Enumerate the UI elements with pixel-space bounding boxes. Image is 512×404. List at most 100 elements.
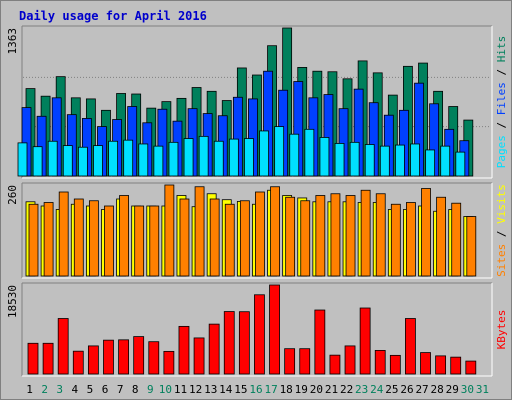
bar-kbytes-10 xyxy=(163,350,175,375)
bar-sites-21 xyxy=(330,193,341,277)
bar-pages-3 xyxy=(47,140,58,177)
bar-kbytes-24 xyxy=(374,350,386,375)
x-tick-label-28: 28 xyxy=(431,383,444,396)
bar-pages-6 xyxy=(93,145,103,177)
bar-kbytes-28 xyxy=(435,355,447,375)
x-axis-labels: 1 2 3 4 5 6 7 8 9 10 11 12 13 14 15 16 17 18 19 20 21 22 23 24 2… xyxy=(26,383,489,396)
bar-pages-18 xyxy=(274,126,285,177)
bar-pages-26 xyxy=(395,144,405,177)
bar-sites-4 xyxy=(73,198,84,277)
legend-part: Visits xyxy=(495,184,508,224)
bar-kbytes-7 xyxy=(118,339,129,375)
legend-part: Hits xyxy=(495,36,508,63)
x-tick-label-11: 11 xyxy=(174,383,187,396)
bar-kbytes-13 xyxy=(208,323,220,375)
bar-kbytes-1 xyxy=(27,342,39,375)
bar-kbytes-26 xyxy=(405,318,416,375)
x-tick-label-8: 8 xyxy=(132,383,139,396)
panel-visits-sites: 260 Sites / Visits xyxy=(6,182,508,279)
bar-kbytes-21 xyxy=(329,354,341,375)
bar-pages-11 xyxy=(168,141,179,177)
bar-pages-16 xyxy=(244,138,254,177)
bar-kbytes-9 xyxy=(148,341,160,375)
bar-pages-24 xyxy=(364,144,375,177)
x-tick-label-19: 19 xyxy=(295,383,308,396)
bar-sites-12 xyxy=(194,186,205,277)
bar-pages-13 xyxy=(198,135,209,177)
legend-part: Sites xyxy=(495,244,508,277)
chart-panels: 1363 Pages / Files / Hits 260 Sites / Visit… xyxy=(6,25,508,377)
bar-kbytes-14 xyxy=(223,311,235,375)
bar-sites-10 xyxy=(164,184,175,277)
x-tick-label-2: 2 xyxy=(41,383,48,396)
x-tick-label-21: 21 xyxy=(325,383,338,396)
legend-part: / xyxy=(495,224,508,244)
bar-sites-1 xyxy=(28,203,39,277)
bar-pages-29 xyxy=(440,145,451,177)
bar-kbytes-23 xyxy=(359,307,371,375)
legend-visits-sites: Sites / Visits xyxy=(495,184,508,277)
bar-sites-3 xyxy=(58,191,69,277)
x-tick-label-3: 3 xyxy=(56,383,63,396)
x-tick-label-30: 30 xyxy=(461,383,474,396)
bar-pages-5 xyxy=(77,146,88,177)
x-tick-label-12: 12 xyxy=(189,383,202,396)
x-tick-label-29: 29 xyxy=(446,383,459,396)
bar-kbytes-30 xyxy=(465,360,477,375)
bar-sites-8 xyxy=(134,205,145,277)
x-tick-label-31: 31 xyxy=(476,383,489,396)
legend-kbytes: KBytes xyxy=(495,310,508,350)
bar-pages-17 xyxy=(259,130,269,177)
bar-kbytes-27 xyxy=(420,352,431,375)
legend-part: / xyxy=(495,62,508,82)
bar-kbytes-3 xyxy=(57,318,69,375)
bar-kbytes-8 xyxy=(133,336,145,375)
bar-kbytes-20 xyxy=(314,309,326,375)
x-tick-label-26: 26 xyxy=(400,383,413,396)
x-tick-label-16: 16 xyxy=(249,383,262,396)
x-tick-label-22: 22 xyxy=(340,383,353,396)
legend-part: Files xyxy=(495,82,508,115)
bar-sites-18 xyxy=(285,196,296,277)
x-tick-label-23: 23 xyxy=(355,383,368,396)
bar-sites-5 xyxy=(88,200,99,277)
bar-sites-6 xyxy=(104,205,114,277)
y-max-label-hits-files-pages: 1363 xyxy=(6,28,19,55)
bar-pages-15 xyxy=(228,138,239,177)
bar-kbytes-12 xyxy=(193,337,205,375)
bar-sites-11 xyxy=(179,198,190,277)
bar-sites-29 xyxy=(451,202,462,277)
bar-pages-23 xyxy=(349,141,360,177)
bar-sites-22 xyxy=(345,195,356,277)
x-tick-label-17: 17 xyxy=(264,383,277,396)
bar-sites-2 xyxy=(43,202,54,277)
bar-kbytes-4 xyxy=(72,350,84,375)
bar-pages-10 xyxy=(153,145,164,177)
bar-kbytes-18 xyxy=(284,348,296,375)
bar-pages-4 xyxy=(62,145,73,177)
bar-sites-23 xyxy=(360,189,371,277)
bar-pages-19 xyxy=(289,133,300,177)
bar-sites-15 xyxy=(239,200,250,277)
x-tick-label-18: 18 xyxy=(280,383,293,396)
bar-kbytes-16 xyxy=(254,294,265,375)
legend-part: Pages xyxy=(495,135,508,168)
legend-part: / xyxy=(495,115,508,135)
bar-kbytes-2 xyxy=(42,342,54,375)
bar-kbytes-15 xyxy=(238,311,250,375)
x-tick-label-9: 9 xyxy=(147,383,154,396)
bar-sites-26 xyxy=(406,202,416,277)
x-tick-label-6: 6 xyxy=(102,383,109,396)
x-tick-label-10: 10 xyxy=(159,383,172,396)
bar-sites-7 xyxy=(119,195,129,277)
bar-kbytes-6 xyxy=(103,339,114,375)
y-max-label-visits-sites: 260 xyxy=(6,185,19,205)
bar-pages-7 xyxy=(108,140,118,177)
bar-pages-12 xyxy=(183,138,194,177)
bar-sites-14 xyxy=(224,203,235,277)
bar-sites-17 xyxy=(270,186,280,277)
bar-kbytes-11 xyxy=(178,325,190,375)
legend-hits-files-pages: Pages / Files / Hits xyxy=(495,36,508,169)
bar-sites-25 xyxy=(390,203,401,277)
